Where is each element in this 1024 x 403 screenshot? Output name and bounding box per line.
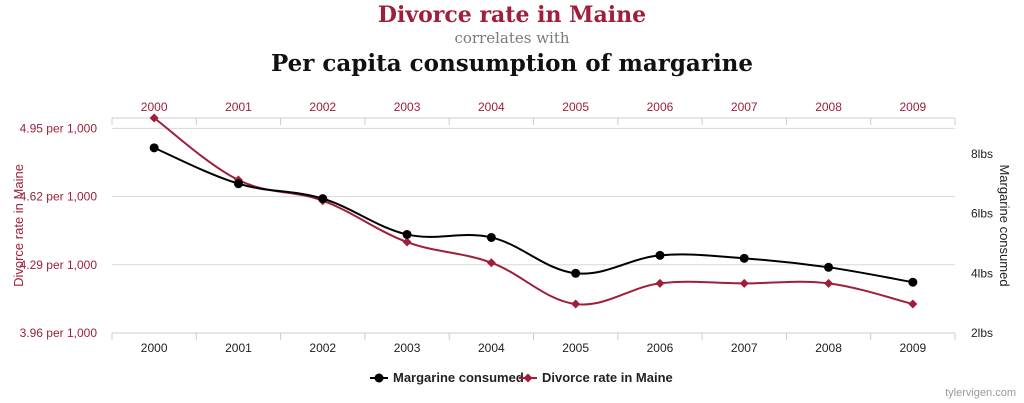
bottom-x-tick-label: 2005 — [562, 341, 589, 355]
chart-subtitle: Per capita consumption of margarine — [270, 50, 754, 77]
divorce-point — [149, 113, 159, 123]
top-x-tick-label: 2002 — [309, 100, 336, 114]
left-axis-title: Divorce rate in Maine — [11, 164, 26, 287]
divorce-point — [824, 278, 834, 288]
divorce-point — [655, 278, 665, 288]
left-tick-label: 4.62 per 1,000 — [20, 190, 98, 204]
margarine-point — [402, 229, 412, 239]
margarine-point — [149, 143, 159, 153]
bottom-x-tick-label: 2007 — [731, 341, 758, 355]
chart-connector-text: correlates with — [454, 29, 570, 47]
chart-title: Divorce rate in Maine — [377, 2, 647, 28]
legend: Margarine consumed Divorce rate in Maine — [370, 370, 673, 385]
divorce-point — [486, 258, 496, 268]
margarine-point — [486, 232, 496, 242]
right-axis-title: Margarine consumed — [997, 164, 1012, 286]
bottom-x-tick-label: 2002 — [309, 341, 336, 355]
bottom-x-tick-label: 2008 — [815, 341, 842, 355]
margarine-point — [824, 262, 834, 272]
divorce-point — [908, 299, 918, 309]
margarine-point — [233, 179, 243, 189]
legend-divorce-marker — [523, 373, 533, 383]
legend-divorce-label: Divorce rate in Maine — [542, 370, 673, 385]
top-x-tick-label: 2007 — [731, 100, 758, 114]
bottom-x-tick-label: 2003 — [394, 341, 421, 355]
top-x-tick-label: 2001 — [225, 100, 252, 114]
divorce-series-line — [153, 117, 914, 306]
grid-lines — [112, 127, 955, 334]
margarine-series-line — [153, 146, 914, 284]
watermark: tylervigen.com — [945, 387, 1016, 399]
right-tick-label: 6lbs — [971, 207, 993, 221]
bottom-x-tick-label: 2001 — [225, 341, 252, 355]
y-axes: 3.96 per 1,000 4.29 per 1,000 4.62 per 1,0… — [11, 121, 1012, 340]
left-tick-label: 4.95 per 1,000 — [20, 121, 98, 135]
divorce-point — [402, 237, 412, 247]
right-tick-label: 2lbs — [971, 326, 993, 340]
divorce-point — [571, 299, 581, 309]
margarine-point — [739, 253, 749, 263]
right-tick-label: 8lbs — [971, 147, 993, 161]
left-tick-label: 4.29 per 1,000 — [20, 258, 98, 272]
series-lines — [153, 117, 914, 306]
margarine-point — [318, 194, 328, 204]
top-x-tick-label: 2008 — [815, 100, 842, 114]
margarine-point — [908, 277, 918, 287]
divorce-point — [739, 278, 749, 288]
top-x-tick-label: 2006 — [647, 100, 674, 114]
top-x-tick-label: 2009 — [899, 100, 926, 114]
top-x-tick-label: 2004 — [478, 100, 505, 114]
top-x-tick-label: 2003 — [394, 100, 421, 114]
series-markers — [149, 113, 918, 309]
right-tick-label: 4lbs — [971, 266, 993, 280]
top-x-tick-label: 2000 — [141, 100, 168, 114]
bottom-x-tick-label: 2009 — [899, 341, 926, 355]
bottom-x-tick-label: 2004 — [478, 341, 505, 355]
bottom-x-tick-label: 2006 — [647, 341, 674, 355]
x-axes: 2000 2000 2001 2001 2002 2002 2003 2003 2004 2004… — [111, 100, 956, 355]
legend-margarine-label: Margarine consumed — [393, 370, 524, 385]
left-tick-label: 3.96 per 1,000 — [20, 326, 98, 340]
margarine-point — [571, 268, 581, 278]
margarine-point — [655, 250, 665, 260]
top-x-tick-label: 2005 — [562, 100, 589, 114]
legend-margarine-marker — [374, 373, 384, 383]
bottom-x-tick-label: 2000 — [141, 341, 168, 355]
